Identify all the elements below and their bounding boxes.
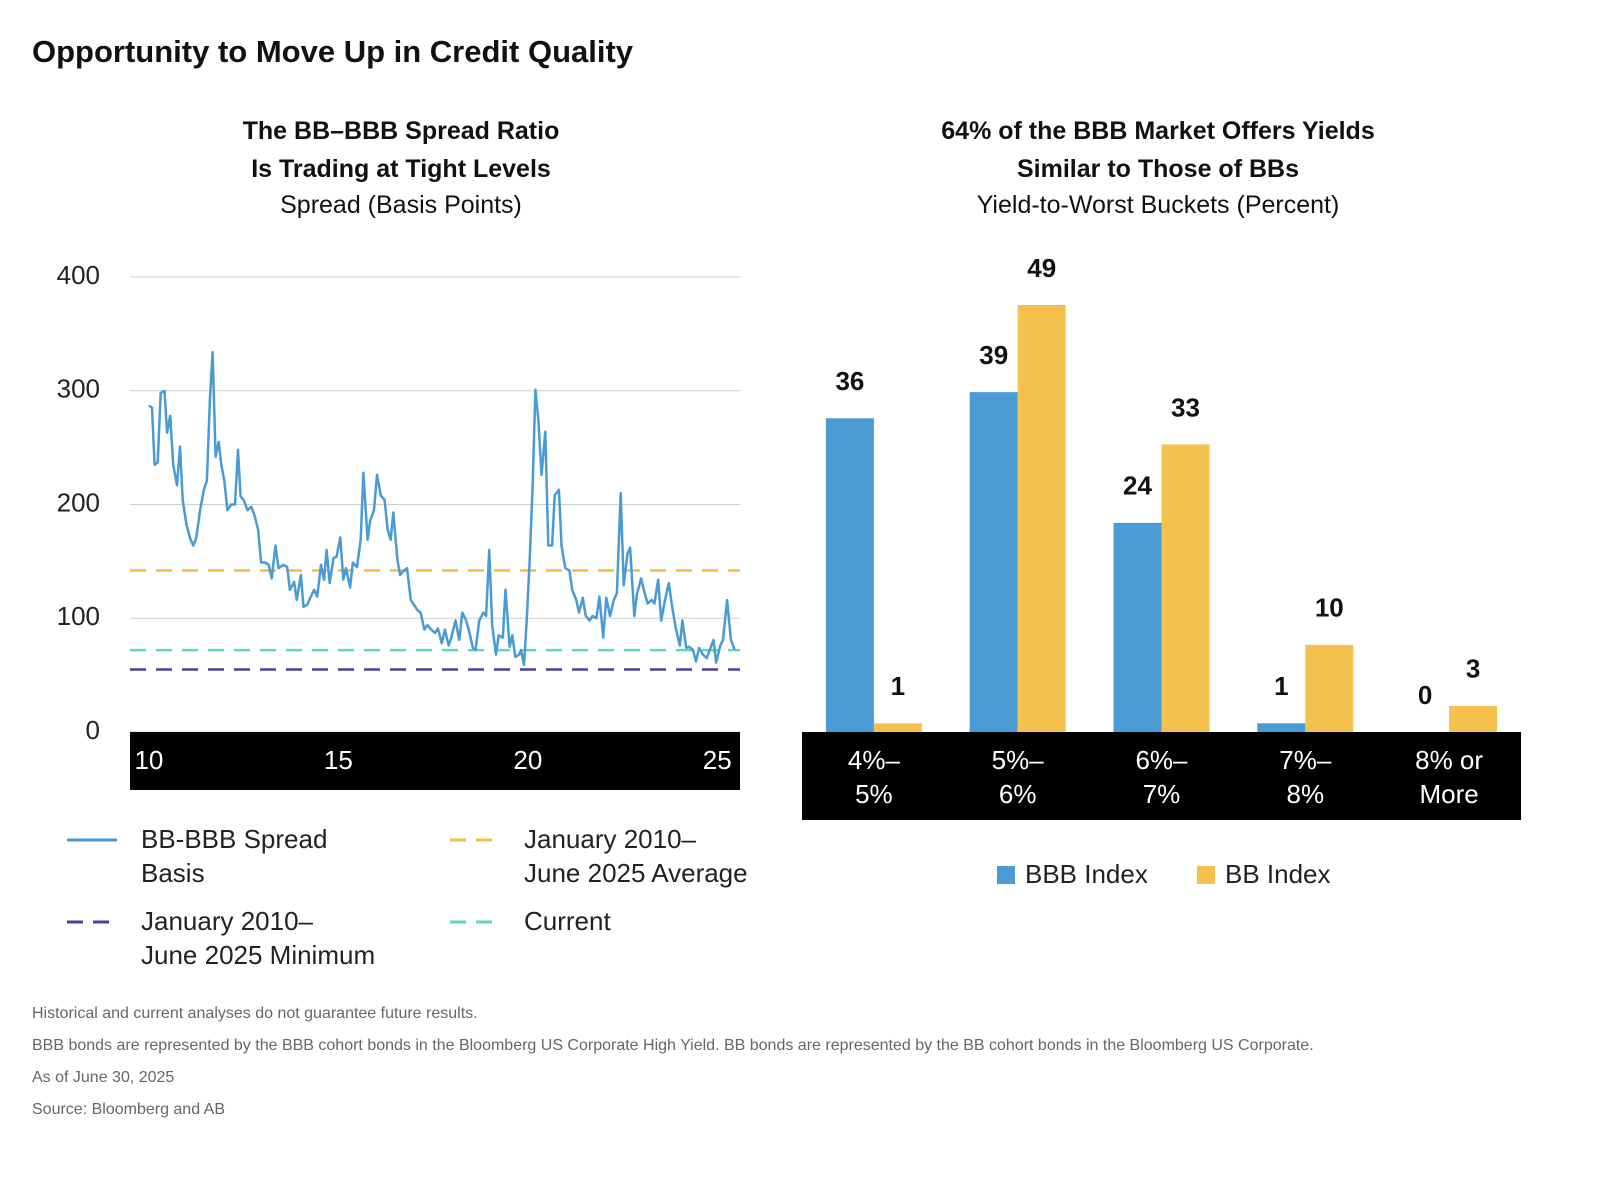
- bar: [1113, 522, 1162, 732]
- value-label: 10: [1315, 593, 1344, 623]
- x-axis-band: [802, 732, 1521, 820]
- legend-label: BB Index: [1225, 859, 1331, 889]
- x-tick-label: 6%– 7%: [1135, 745, 1188, 809]
- footnote: Historical and current analyses do not g…: [32, 1005, 478, 1022]
- chart-subtitle: Spread (Basis Points): [280, 191, 522, 219]
- legend-label: January 2010– June 2025 Minimum: [141, 906, 376, 970]
- legend-swatch: [1197, 866, 1215, 884]
- y-tick-label: 100: [57, 601, 100, 631]
- legend-swatch: [997, 866, 1015, 884]
- x-tick-label: 15: [324, 745, 353, 775]
- value-label: 1: [1274, 671, 1288, 701]
- chart-subtitle: Yield-to-Worst Buckets (Percent): [976, 191, 1340, 219]
- bar: [1257, 723, 1306, 732]
- spread-line: [148, 350, 736, 667]
- bar: [1161, 444, 1210, 732]
- value-label: 33: [1171, 392, 1200, 422]
- value-label: 36: [835, 366, 864, 396]
- page-title: Opportunity to Move Up in Credit Quality: [32, 34, 634, 69]
- footnote: Source: Bloomberg and AB: [32, 1101, 226, 1118]
- bar: [825, 418, 874, 732]
- value-label: 24: [1123, 471, 1152, 501]
- legend-label: BB-BBB Spread Basis: [141, 824, 328, 888]
- footnote: BBB bonds are represented by the BBB coh…: [32, 1037, 1314, 1054]
- x-tick-label: 7%– 8%: [1279, 745, 1332, 809]
- footnote: As of June 30, 2025: [32, 1069, 175, 1086]
- x-tick-label: 25: [703, 745, 732, 775]
- bar: [873, 723, 922, 732]
- y-tick-label: 300: [57, 374, 100, 404]
- legend-label: Current: [524, 906, 611, 936]
- bar: [1017, 305, 1066, 732]
- value-label: 49: [1027, 253, 1056, 283]
- chart-title: The BB–BBB Spread Ratio Is Trading at Ti…: [242, 117, 560, 183]
- legend-label: January 2010– June 2025 Average: [524, 824, 748, 888]
- value-label: 3: [1466, 654, 1480, 684]
- bar: [1305, 644, 1354, 732]
- chart-title: 64% of the BBB Market Offers Yields Simi…: [941, 117, 1375, 183]
- bar: [969, 392, 1018, 732]
- y-tick-label: 400: [57, 260, 100, 290]
- y-tick-label: 200: [57, 487, 100, 517]
- value-label: 0: [1418, 680, 1432, 710]
- x-tick-label: 20: [513, 745, 542, 775]
- x-axis-band: [130, 732, 740, 790]
- value-label: 39: [979, 340, 1008, 370]
- x-tick-label: 8% or More: [1415, 745, 1484, 809]
- value-label: 1: [891, 671, 905, 701]
- y-tick-label: 0: [86, 715, 100, 745]
- x-tick-label: 10: [134, 745, 163, 775]
- x-tick-label: 4%– 5%: [847, 745, 900, 809]
- bar: [1449, 705, 1498, 732]
- x-tick-label: 5%– 6%: [991, 745, 1044, 809]
- legend-label: BBB Index: [1025, 859, 1148, 889]
